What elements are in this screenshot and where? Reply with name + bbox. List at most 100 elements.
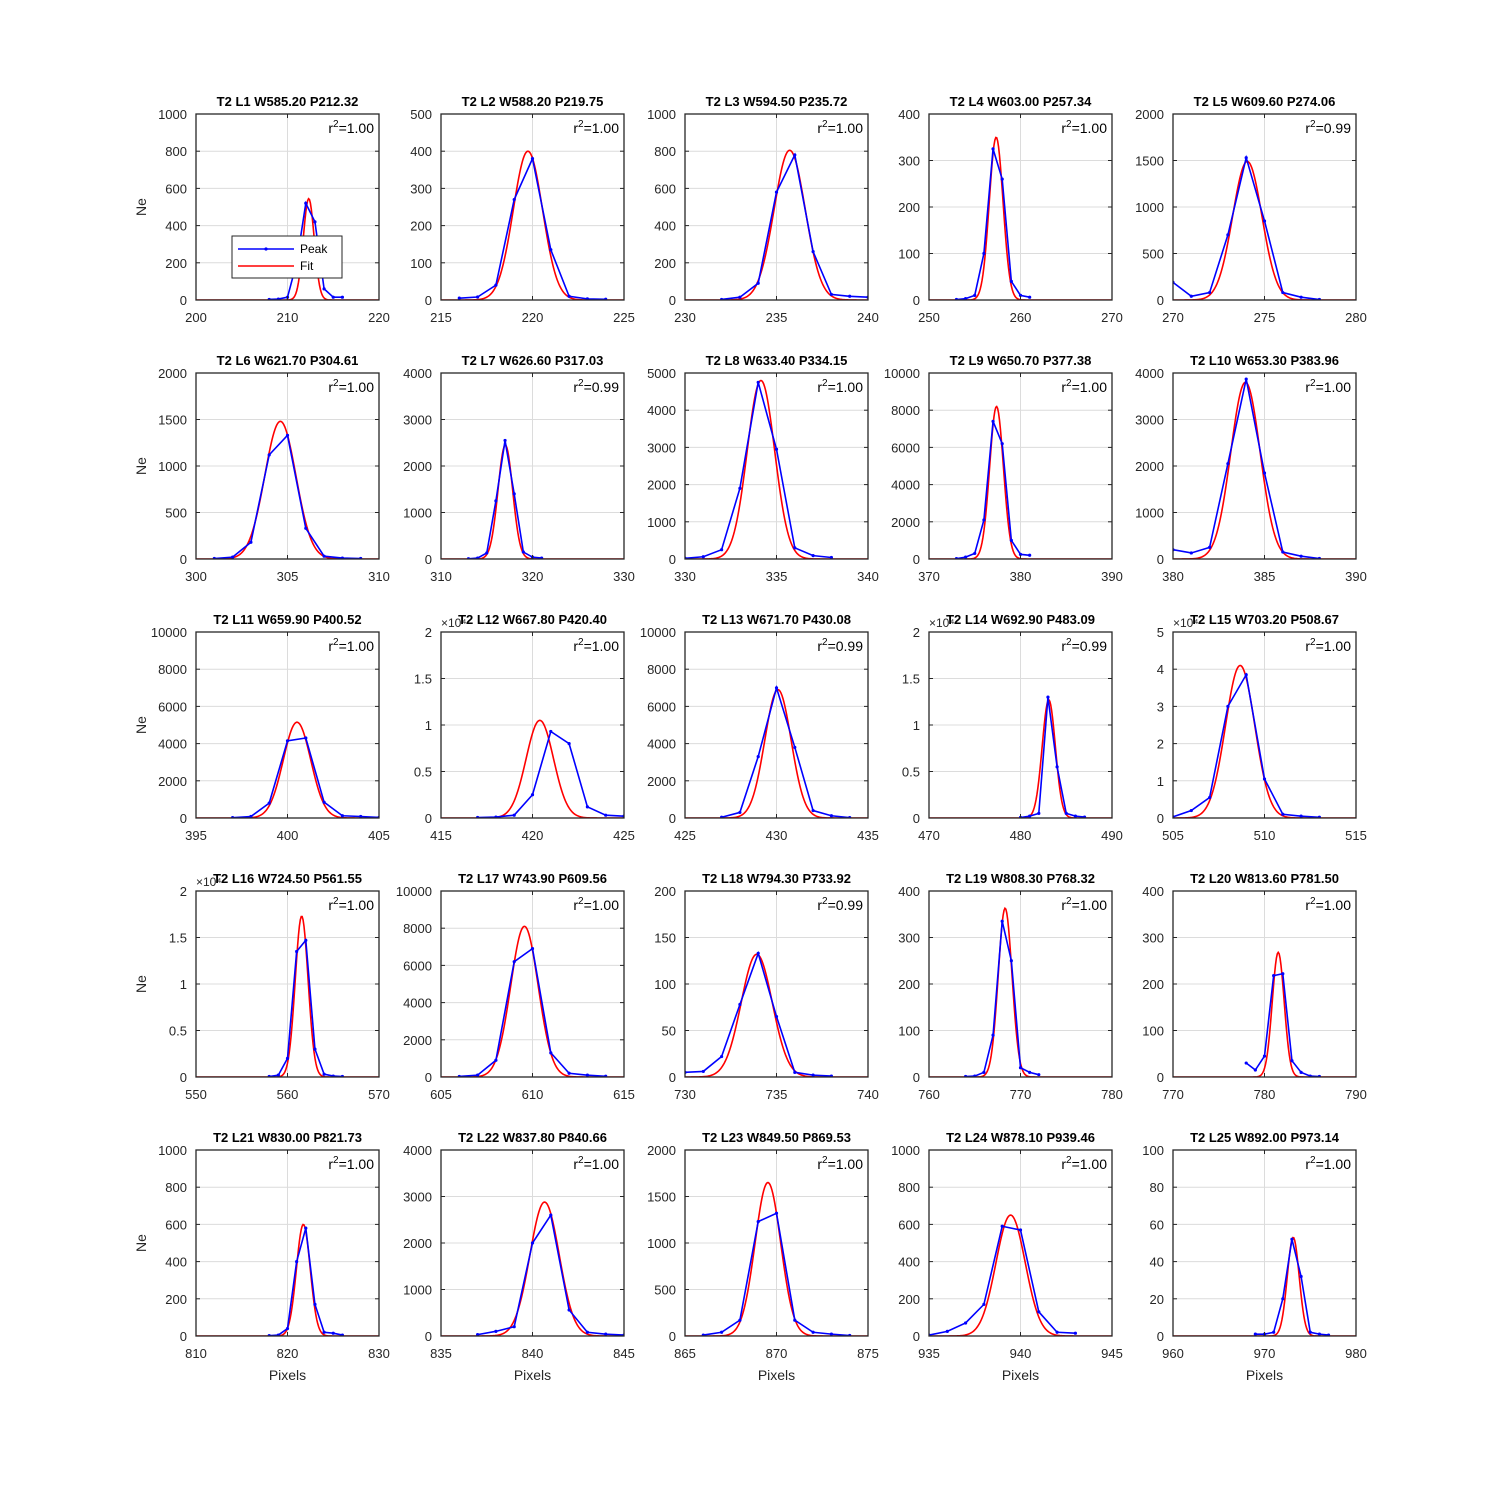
x-tick-label: 305 [277, 569, 299, 584]
x-tick-label: 310 [368, 569, 390, 584]
peak-point [494, 1058, 498, 1062]
peak-point [285, 433, 290, 437]
y-tick-label: 10000 [396, 884, 432, 899]
x-tick-label: 970 [1254, 1346, 1276, 1361]
peak-point [829, 1332, 834, 1336]
y-axis-exponent: ×10⁴ [1173, 616, 1199, 630]
x-tick-label: 390 [1101, 569, 1123, 584]
y-tick-label: 1000 [1135, 200, 1164, 215]
peak-point [331, 1331, 335, 1335]
x-axis-label: Pixels [1246, 1367, 1283, 1383]
y-tick-label: 0 [669, 552, 676, 567]
r-squared-label: r2=1.00 [328, 378, 374, 395]
y-tick-label: 100 [410, 256, 432, 271]
y-tick-label: 2 [913, 625, 920, 640]
x-tick-label: 420 [522, 828, 544, 843]
plot-area [685, 379, 868, 559]
y-tick-label: 2000 [647, 774, 676, 789]
peak-point [1018, 293, 1023, 297]
r-squared-exponent: 2 [578, 378, 584, 389]
y-tick-label: 3 [1157, 699, 1164, 714]
r-squared-value: =0.99 [1072, 638, 1108, 654]
y-tick-label: 300 [1142, 931, 1164, 946]
fit-line [1173, 160, 1356, 300]
y-tick-label: 4000 [158, 737, 187, 752]
r-squared-exponent: 2 [1310, 378, 1316, 389]
y-tick-label: 0 [425, 552, 432, 567]
y-tick-label: 0 [180, 1070, 187, 1085]
y-tick-label: 4000 [891, 478, 920, 493]
peak-point [973, 551, 977, 556]
subplot-21: 810 820 830 0 200 400 600 800 1000 T2 L21 W830.00… [133, 1130, 390, 1383]
y-tick-label: 0 [913, 1070, 920, 1085]
x-tick-label: 280 [1345, 310, 1367, 325]
r-squared-exponent: 2 [822, 637, 828, 648]
r-squared-label: r2=1.00 [817, 1155, 863, 1172]
peak-point [1009, 959, 1013, 963]
peak-point [1317, 1332, 1321, 1336]
x-tick-label: 980 [1345, 1346, 1367, 1361]
y-tick-label: 400 [898, 107, 920, 122]
r-squared-exponent: 2 [333, 896, 339, 907]
peak-point [322, 287, 326, 291]
r-squared-exponent: 2 [822, 896, 828, 907]
subplot-title: T2 L21 W830.00 P821.73 [213, 1130, 362, 1145]
y-tick-label: 1000 [1135, 506, 1164, 521]
y-tick-label: 4 [1157, 662, 1164, 677]
peak-point [521, 550, 525, 554]
x-tick-label: 370 [918, 569, 940, 584]
r-squared-symbol: r [573, 638, 578, 654]
legend-fit-label: Fit [300, 259, 314, 273]
peak-point [1018, 1228, 1023, 1232]
peak-point [604, 1332, 608, 1336]
peak-point [1000, 442, 1004, 446]
y-tick-label: 1000 [158, 1143, 187, 1158]
y-tick-label: 8000 [647, 662, 676, 677]
peak-point [793, 745, 797, 749]
x-tick-label: 260 [1010, 310, 1032, 325]
peak-point [774, 447, 779, 451]
y-tick-label: 1000 [403, 1283, 432, 1298]
peak-point [267, 453, 271, 457]
y-tick-label: 200 [654, 256, 676, 271]
peak-point [1281, 550, 1285, 554]
peak-point [1189, 551, 1193, 555]
y-tick-label: 2000 [403, 459, 432, 474]
x-tick-label: 865 [674, 1346, 696, 1361]
y-tick-label: 3000 [403, 1190, 432, 1205]
y-tick-label: 8000 [891, 403, 920, 418]
peak-point [295, 949, 299, 954]
r-squared-label: r2=1.00 [328, 896, 374, 913]
subplot-25: 960 970 980 0 20 40 60 80 100 T2 L25 W892.00 P973… [1142, 1130, 1367, 1383]
y-tick-label: 150 [654, 931, 676, 946]
y-tick-label: 1.5 [414, 672, 432, 687]
x-tick-label: 560 [277, 1087, 299, 1102]
x-tick-label: 735 [766, 1087, 788, 1102]
r-squared-symbol: r [328, 897, 333, 913]
x-tick-label: 230 [674, 310, 696, 325]
y-tick-label: 0 [669, 293, 676, 308]
subplot-title: T2 L22 W837.80 P840.66 [458, 1130, 607, 1145]
r-squared-label: r2=1.00 [817, 378, 863, 395]
y-tick-label: 800 [165, 144, 187, 159]
peak-point [503, 438, 507, 443]
y-tick-label: 500 [1142, 247, 1164, 262]
peak-point [793, 1318, 797, 1322]
x-tick-label: 235 [766, 310, 788, 325]
peak-point [512, 813, 516, 817]
x-tick-label: 940 [1010, 1346, 1032, 1361]
r-squared-value: =1.00 [828, 1156, 864, 1172]
x-tick-label: 730 [674, 1087, 696, 1102]
y-tick-label: 8000 [403, 921, 432, 936]
peak-point [1037, 811, 1041, 815]
y-tick-label: 4000 [403, 996, 432, 1011]
x-tick-label: 870 [766, 1346, 788, 1361]
peak-line [721, 684, 850, 818]
r-squared-symbol: r [817, 638, 822, 654]
x-tick-label: 840 [522, 1346, 544, 1361]
r-squared-exponent: 2 [822, 378, 828, 389]
y-tick-label: 200 [654, 884, 676, 899]
r-squared-value: =1.00 [584, 897, 620, 913]
peak-point [738, 810, 742, 815]
r-squared-value: =1.00 [339, 379, 375, 395]
